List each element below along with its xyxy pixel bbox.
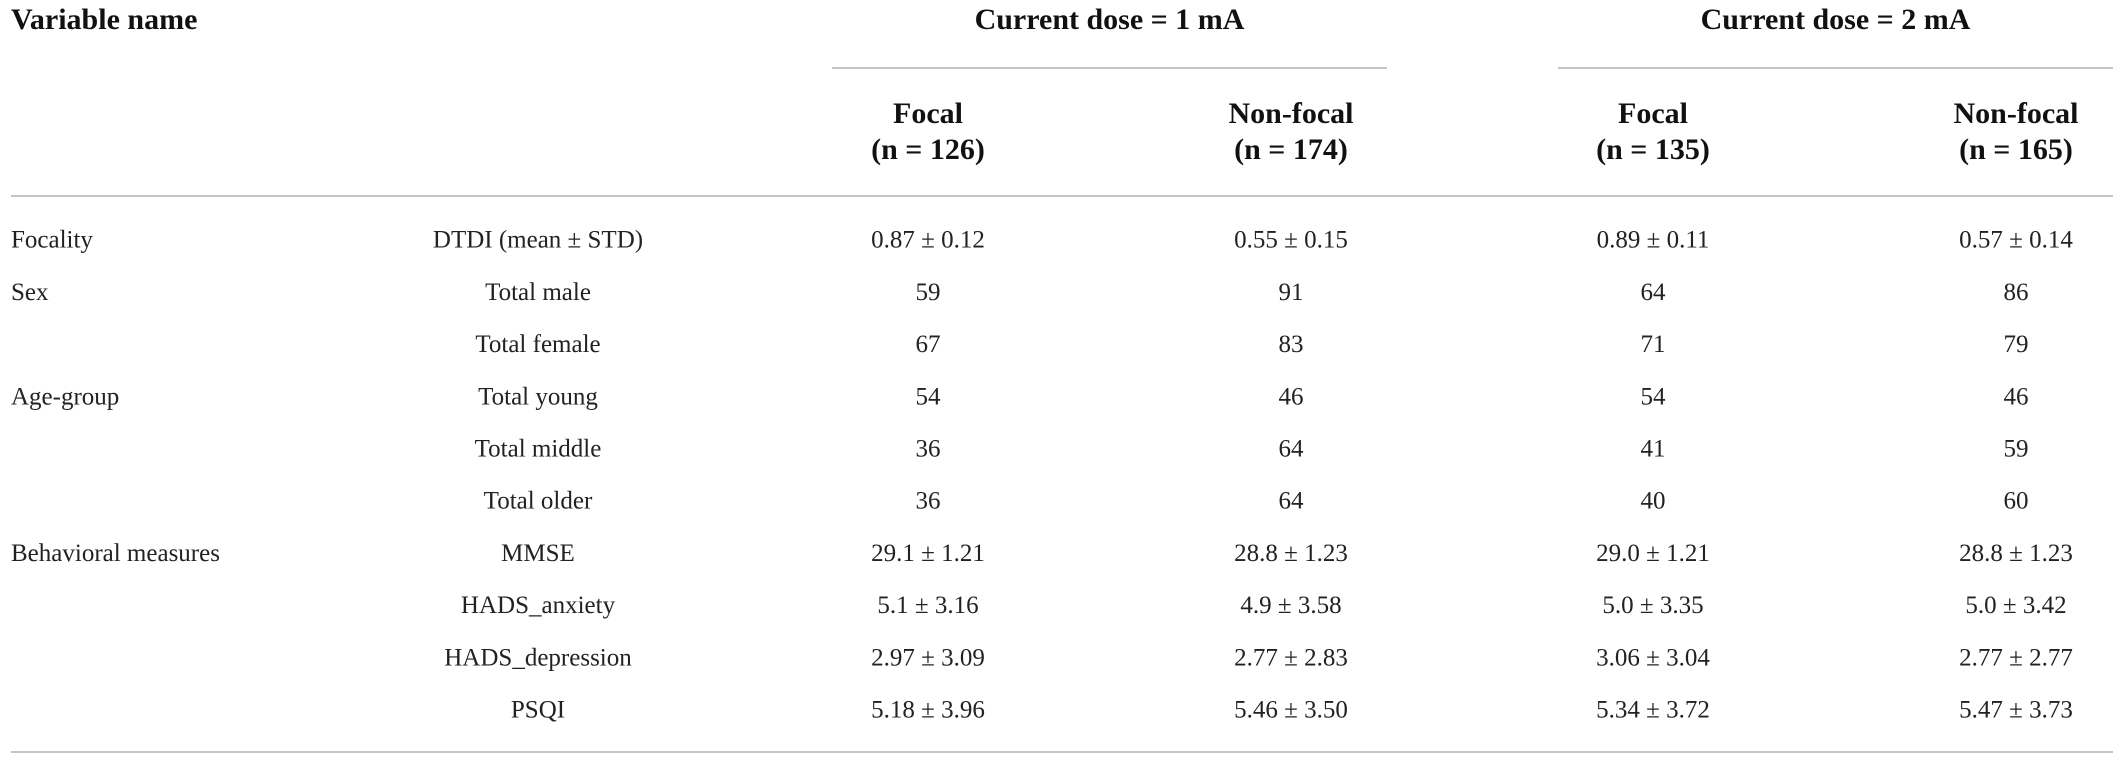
- cell: 5.0 ± 3.42: [1965, 592, 2066, 619]
- cell: 36: [916, 488, 941, 515]
- cell: 86: [2004, 279, 2029, 306]
- cell: 29.0 ± 1.21: [1596, 540, 1710, 567]
- cell: 2.97 ± 3.09: [871, 644, 985, 671]
- cell: 2.77 ± 2.83: [1234, 644, 1348, 671]
- cell: 28.8 ± 1.23: [1234, 540, 1348, 567]
- column-n: (n = 174): [1234, 133, 1348, 166]
- cell: 79: [2004, 331, 2029, 358]
- cell: 0.55 ± 0.15: [1234, 227, 1348, 254]
- section-label: Behavioral measures: [11, 540, 220, 567]
- row-label: HADS_anxiety: [461, 592, 616, 619]
- column-n: (n = 135): [1596, 133, 1710, 166]
- cell: 5.1 ± 3.16: [877, 592, 978, 619]
- cell: 0.87 ± 0.12: [871, 227, 985, 254]
- cell: 5.0 ± 3.35: [1602, 592, 1703, 619]
- cell: 64: [1279, 488, 1305, 515]
- row-label: MMSE: [501, 540, 575, 567]
- cell: 91: [1279, 279, 1304, 306]
- cell: 60: [2004, 488, 2029, 515]
- cell: 83: [1279, 331, 1304, 358]
- row-label: Total male: [485, 279, 591, 306]
- cell: 5.47 ± 3.73: [1959, 697, 2073, 724]
- cell: 64: [1279, 436, 1305, 463]
- cell: 59: [916, 279, 941, 306]
- row-label: PSQI: [511, 697, 565, 724]
- cell: 46: [2004, 383, 2029, 410]
- row-label: Total older: [484, 488, 593, 515]
- cell: 54: [916, 383, 942, 410]
- cell: 71: [1641, 331, 1666, 358]
- row-label: Total young: [478, 383, 598, 410]
- cell: 59: [2004, 436, 2029, 463]
- group-header: Current dose = 2 mA: [1701, 3, 1971, 36]
- cell: 54: [1641, 383, 1667, 410]
- cell: 5.34 ± 3.72: [1596, 697, 1710, 724]
- cell: 28.8 ± 1.23: [1959, 540, 2073, 567]
- cell: 5.18 ± 3.96: [871, 697, 985, 724]
- cell: 36: [916, 436, 941, 463]
- column-header: Focal: [893, 97, 963, 130]
- cell: 67: [916, 331, 941, 358]
- cell: 40: [1641, 488, 1666, 515]
- row-label: DTDI (mean ± STD): [433, 227, 643, 254]
- group-header: Current dose = 1 mA: [975, 3, 1245, 36]
- section-label: Focality: [11, 227, 93, 254]
- column-n: (n = 165): [1959, 133, 2073, 166]
- cell: 0.89 ± 0.11: [1597, 227, 1710, 254]
- column-header: Focal: [1618, 97, 1688, 130]
- column-header: Non-focal: [1229, 97, 1354, 130]
- column-n: (n = 126): [871, 133, 985, 166]
- cell: 3.06 ± 3.04: [1596, 644, 1710, 671]
- cell: 4.9 ± 3.58: [1240, 592, 1341, 619]
- cell: 64: [1641, 279, 1667, 306]
- corner-header: Variable name: [11, 3, 197, 36]
- row-label: Total female: [475, 331, 600, 358]
- cell: 0.57 ± 0.14: [1959, 227, 2073, 254]
- section-label: Sex: [11, 279, 49, 306]
- cell: 29.1 ± 1.21: [871, 540, 985, 567]
- section-label: Age-group: [11, 383, 119, 410]
- cell: 5.46 ± 3.50: [1234, 697, 1348, 724]
- cell: 41: [1641, 436, 1666, 463]
- row-label: HADS_depression: [444, 644, 632, 671]
- column-header: Non-focal: [1954, 97, 2079, 130]
- cell: 46: [1279, 383, 1304, 410]
- cell: 2.77 ± 2.77: [1959, 644, 2073, 671]
- row-label: Total middle: [475, 436, 602, 463]
